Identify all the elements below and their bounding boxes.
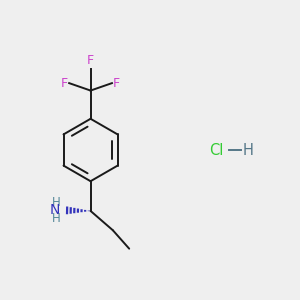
Text: F: F [87,54,94,68]
Text: H: H [52,212,61,225]
Text: F: F [61,76,68,90]
Text: F: F [113,76,120,90]
Text: N: N [50,203,60,217]
Text: Cl: Cl [209,142,224,158]
Text: H: H [242,142,253,158]
Text: H: H [52,196,61,209]
